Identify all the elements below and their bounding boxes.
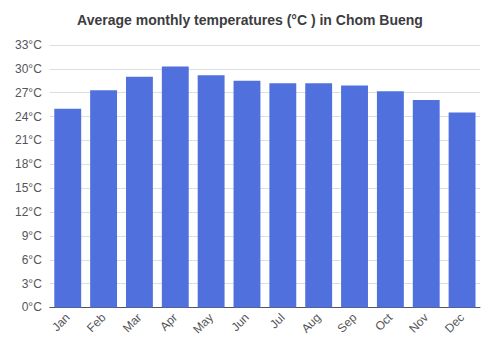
svg-text:18°C: 18°C <box>15 157 42 171</box>
svg-text:Jul: Jul <box>267 311 288 332</box>
svg-text:24°C: 24°C <box>15 110 42 124</box>
svg-text:Dec: Dec <box>442 311 467 336</box>
svg-text:0°C: 0°C <box>22 300 42 314</box>
svg-text:6°C: 6°C <box>22 253 42 267</box>
svg-text:Aug: Aug <box>299 311 324 336</box>
svg-text:15°C: 15°C <box>15 181 42 195</box>
svg-text:Average monthly temperatures (: Average monthly temperatures (°C ) in Ch… <box>77 12 423 28</box>
svg-text:30°C: 30°C <box>15 62 42 76</box>
svg-text:9°C: 9°C <box>22 229 42 243</box>
svg-text:3°C: 3°C <box>22 277 42 291</box>
svg-text:Oct: Oct <box>372 310 396 334</box>
svg-text:Nov: Nov <box>406 311 431 336</box>
svg-text:33°C: 33°C <box>15 38 42 52</box>
svg-text:Feb: Feb <box>84 310 109 335</box>
svg-text:12°C: 12°C <box>15 205 42 219</box>
svg-text:Sep: Sep <box>334 310 359 335</box>
svg-text:Mar: Mar <box>120 311 145 335</box>
svg-text:Jun: Jun <box>228 311 252 335</box>
svg-text:Jan: Jan <box>49 311 73 335</box>
svg-text:21°C: 21°C <box>15 133 42 147</box>
svg-text:Apr: Apr <box>157 311 180 334</box>
svg-text:27°C: 27°C <box>15 86 42 100</box>
svg-text:May: May <box>190 311 216 337</box>
